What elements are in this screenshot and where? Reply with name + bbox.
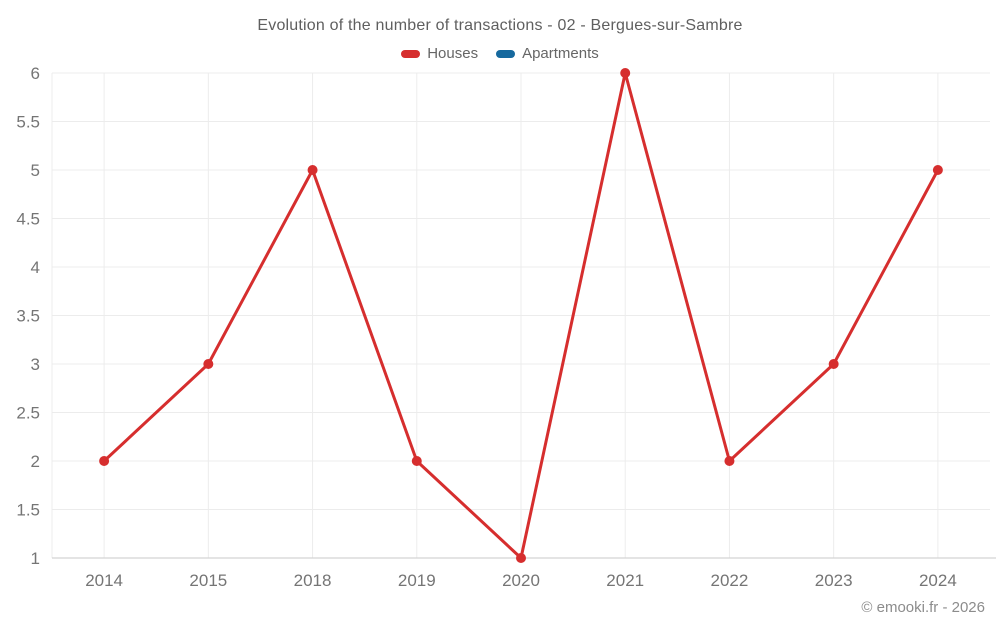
data-point-houses-2018[interactable] <box>307 165 318 175</box>
y-tick-label: 3.5 <box>16 307 40 326</box>
data-point-houses-2024[interactable] <box>932 165 943 175</box>
data-point-houses-2014[interactable] <box>99 456 110 466</box>
data-point-houses-2023[interactable] <box>828 359 839 369</box>
data-point-houses-2021[interactable] <box>620 68 631 78</box>
data-point-houses-2015[interactable] <box>203 359 214 369</box>
y-tick-label: 4.5 <box>16 210 40 229</box>
x-tick-label: 2021 <box>606 571 644 590</box>
legend: Houses Apartments <box>0 45 1000 62</box>
legend-item-houses[interactable]: Houses <box>401 45 478 62</box>
data-point-houses-2022[interactable] <box>724 456 735 466</box>
legend-item-apartments[interactable]: Apartments <box>496 45 599 62</box>
y-tick-label: 6 <box>31 64 40 83</box>
houses-legend-label: Houses <box>427 45 479 62</box>
x-tick-label: 2024 <box>919 571 957 590</box>
x-tick-label: 2023 <box>815 571 853 590</box>
y-tick-label: 5.5 <box>16 113 40 132</box>
chart-title: Evolution of the number of transactions … <box>257 17 743 34</box>
apartments-legend-label: Apartments <box>522 45 599 62</box>
y-tick-label: 3 <box>31 355 40 374</box>
watermark: © emooki.fr - 2026 <box>861 599 985 616</box>
houses-series-swatch-icon <box>401 49 421 58</box>
apartments-series-swatch-icon <box>496 49 516 58</box>
y-tick-label: 5 <box>31 161 40 180</box>
y-tick-label: 1 <box>31 549 40 568</box>
x-tick-label: 2019 <box>398 571 436 590</box>
x-tick-label: 2014 <box>85 571 123 590</box>
y-tick-label: 4 <box>31 258 40 277</box>
x-tick-label: 2022 <box>711 571 749 590</box>
x-tick-label: 2018 <box>294 571 332 590</box>
y-tick-label: 2 <box>31 452 40 471</box>
data-point-houses-2019[interactable] <box>411 456 422 466</box>
x-tick-label: 2020 <box>502 571 540 590</box>
x-tick-label: 2015 <box>189 571 227 590</box>
y-tick-label: 1.5 <box>16 501 40 520</box>
data-point-houses-2020[interactable] <box>516 553 526 563</box>
y-tick-label: 2.5 <box>16 404 40 423</box>
